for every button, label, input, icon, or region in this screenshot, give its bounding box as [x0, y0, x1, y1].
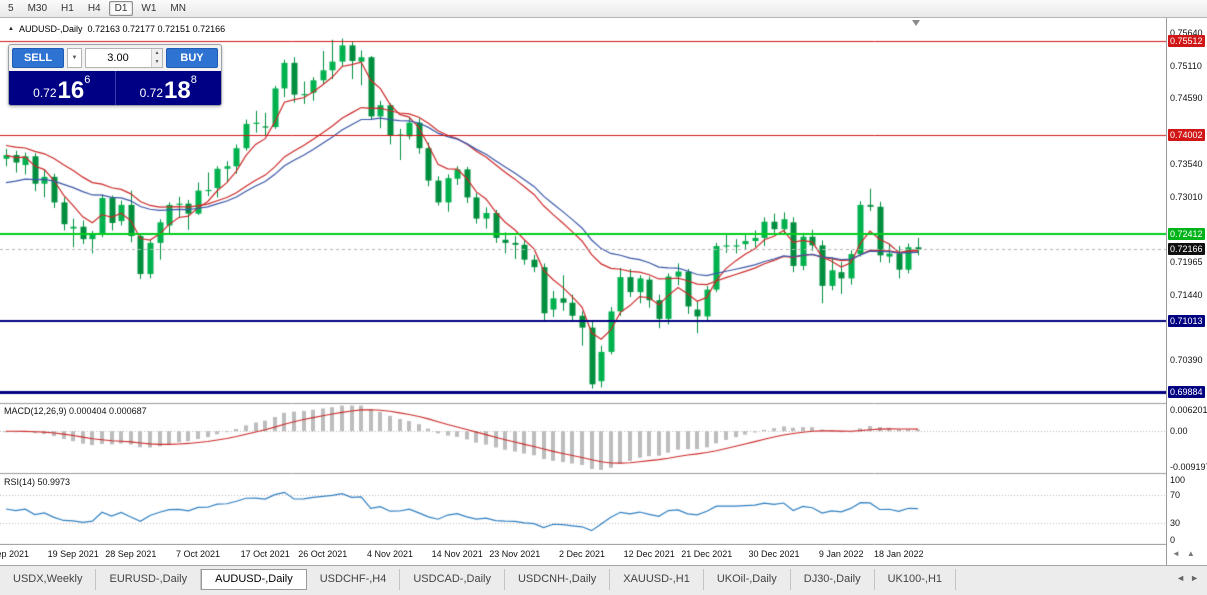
buy-price-pips: 18 [164, 77, 191, 104]
tab-usdcad-daily[interactable]: USDCAD-,Daily [400, 569, 505, 590]
timeframe-button-h1[interactable]: H1 [61, 3, 74, 14]
timeframe-button-mn[interactable]: MN [170, 3, 186, 14]
scroll-up-icon[interactable]: ▲ [1186, 549, 1195, 558]
chart-tab-bar: USDX,Weekly EURUSD-,Daily AUDUSD-,Daily USD… [0, 565, 1207, 595]
volume-input[interactable] [85, 48, 163, 68]
timeframe-toolbar: 5 M30 H1 H4 D1 W1 MN [0, 0, 1207, 18]
tab-usdcnh-daily[interactable]: USDCNH-,Daily [505, 569, 611, 590]
buy-price-figure: 0.72 [139, 86, 164, 100]
timeframe-button-d1[interactable]: D1 [108, 1, 134, 16]
price-axis[interactable]: 0.75640 0.75110 0.74590 0.73540 0.73010 0.719… [1166, 18, 1207, 565]
tab-ukoil-daily[interactable]: UKOil-,Daily [704, 569, 791, 590]
price-axis-badge: 0.75512 [1168, 34, 1205, 47]
time-axis-label: 19 Sep 2021 [47, 549, 99, 559]
symbol-triangle-icon: ▲ [8, 26, 14, 32]
macd-axis-label: -0.009197 [1170, 462, 1207, 472]
time-axis[interactable]: 9 Sep 2021 19 Sep 2021 28 Sep 2021 7 Oct 20… [0, 545, 1166, 565]
tab-scroll-buttons: ◄ ► [1176, 569, 1207, 583]
chart-symbol-label: AUDUSD-,Daily [18, 24, 83, 34]
price-axis-label: 0.71965 [1170, 256, 1203, 267]
time-axis-label: 9 Jan 2022 [818, 549, 864, 559]
volume-decrease-button[interactable]: ▼ [151, 58, 162, 67]
time-axis-label: 23 Nov 2021 [489, 549, 541, 559]
sell-price-pips: 16 [57, 77, 85, 104]
volume-increase-button[interactable]: ▲ [151, 49, 162, 58]
trade-panel-controls: SELL ▼ ▲ ▼ BUY [9, 45, 221, 71]
chart-ohlc-values: 0.72163 0.72177 0.72151 0.72166 [87, 24, 226, 34]
time-axis-label: 30 Dec 2021 [748, 549, 800, 559]
timeframe-button-5[interactable]: 5 [8, 3, 14, 14]
tab-dj30-daily[interactable]: DJ30-,Daily [791, 569, 875, 590]
timeframe-button-h4[interactable]: H4 [87, 3, 101, 14]
time-axis-label: 4 Nov 2021 [366, 549, 414, 559]
price-axis-badge: 0.69884 [1168, 385, 1205, 398]
tab-usdchf-h4[interactable]: USDCHF-,H4 [307, 569, 401, 590]
rsi-axis-label: 70 [1170, 489, 1181, 500]
rsi-indicator-label: RSI(14) 50.9973 [4, 477, 71, 487]
price-axis-badge: 0.71013 [1168, 315, 1205, 328]
tab-uk100-h1[interactable]: UK100-,H1 [875, 569, 957, 590]
time-axis-label: 26 Oct 2021 [298, 549, 348, 559]
time-axis-label: 21 Dec 2021 [681, 549, 733, 559]
price-axis-label: 0.73010 [1170, 191, 1203, 202]
buy-price-point: 8 [190, 74, 197, 86]
sell-price-point: 6 [84, 74, 91, 86]
sell-price-display[interactable]: 0.72 16 6 [9, 71, 116, 105]
scroll-left-icon[interactable]: ◄ [1172, 549, 1180, 558]
time-axis-label: 14 Nov 2021 [431, 549, 483, 559]
time-axis-label: 7 Oct 2021 [175, 549, 221, 559]
one-click-trading-panel: SELL ▼ ▲ ▼ BUY 0.72 16 6 0.72 18 8 [8, 44, 222, 106]
rsi-axis-label: 100 [1170, 475, 1186, 485]
price-axis-label: 0.75110 [1170, 60, 1202, 71]
timeframe-group: 5 M30 H1 H4 D1 W1 MN [0, 1, 193, 16]
chevron-down-icon: ▼ [71, 55, 78, 61]
price-axis-label: 0.75640 [1170, 27, 1203, 38]
price-axis-label: 0.70390 [1170, 355, 1203, 365]
chart-shift-marker[interactable] [912, 20, 920, 26]
axis-scroll-buttons: ◄ ▲ [1172, 549, 1195, 558]
tab-eurusd-daily[interactable]: EURUSD-,Daily [96, 569, 202, 590]
sell-button[interactable]: SELL [12, 48, 64, 68]
price-axis-label: 0.71440 [1170, 289, 1203, 300]
volume-dropdown-button[interactable]: ▼ [67, 48, 82, 68]
macd-axis-label: 0.006201 [1170, 405, 1207, 415]
sell-price-figure: 0.72 [33, 86, 57, 100]
buy-price-display[interactable]: 0.72 18 8 [116, 71, 222, 105]
chart-ohlc-header: ▲ AUDUSD-,Daily 0.72163 0.72177 0.72151 … [8, 24, 225, 34]
price-axis-label: 0.74590 [1170, 93, 1203, 104]
time-axis-label: 12 Dec 2021 [623, 549, 675, 559]
time-axis-label: 18 Jan 2022 [874, 549, 924, 559]
macd-indicator-label: MACD(12,26,9) 0.000404 0.000687 [4, 406, 147, 416]
volume-field-wrap: ▲ ▼ [85, 48, 163, 68]
tab-xauusd-h1[interactable]: XAUUSD-,H1 [610, 569, 704, 590]
macd-axis-label: 0.00 [1170, 426, 1188, 437]
time-axis-label: 28 Sep 2021 [105, 549, 157, 559]
tabs-wrap: USDX,Weekly EURUSD-,Daily AUDUSD-,Daily USD… [0, 569, 957, 590]
price-axis-label: 0.73540 [1170, 158, 1203, 169]
price-axis-badge: 0.74002 [1168, 128, 1205, 141]
time-axis-label: 17 Oct 2021 [240, 549, 290, 559]
tab-scroll-right-icon[interactable]: ► [1190, 573, 1199, 583]
timeframe-button-w1[interactable]: W1 [141, 3, 157, 14]
bid-ask-display: 0.72 16 6 0.72 18 8 [9, 71, 221, 105]
rsi-axis-label: 30 [1170, 518, 1181, 529]
buy-button[interactable]: BUY [166, 48, 218, 68]
price-axis-badge: 0.72412 [1168, 228, 1205, 241]
tab-scroll-left-icon[interactable]: ◄ [1176, 573, 1186, 583]
price-axis-badge: 0.72166 [1168, 243, 1205, 256]
rsi-axis-label: 0 [1170, 535, 1176, 545]
time-axis-label: 9 Sep 2021 [0, 549, 30, 559]
time-axis-label: 2 Dec 2021 [558, 549, 606, 559]
timeframe-button-m30[interactable]: M30 [27, 3, 48, 14]
tab-audusd-daily[interactable]: AUDUSD-,Daily [201, 569, 307, 590]
tab-usdx-weekly[interactable]: USDX,Weekly [0, 569, 97, 590]
